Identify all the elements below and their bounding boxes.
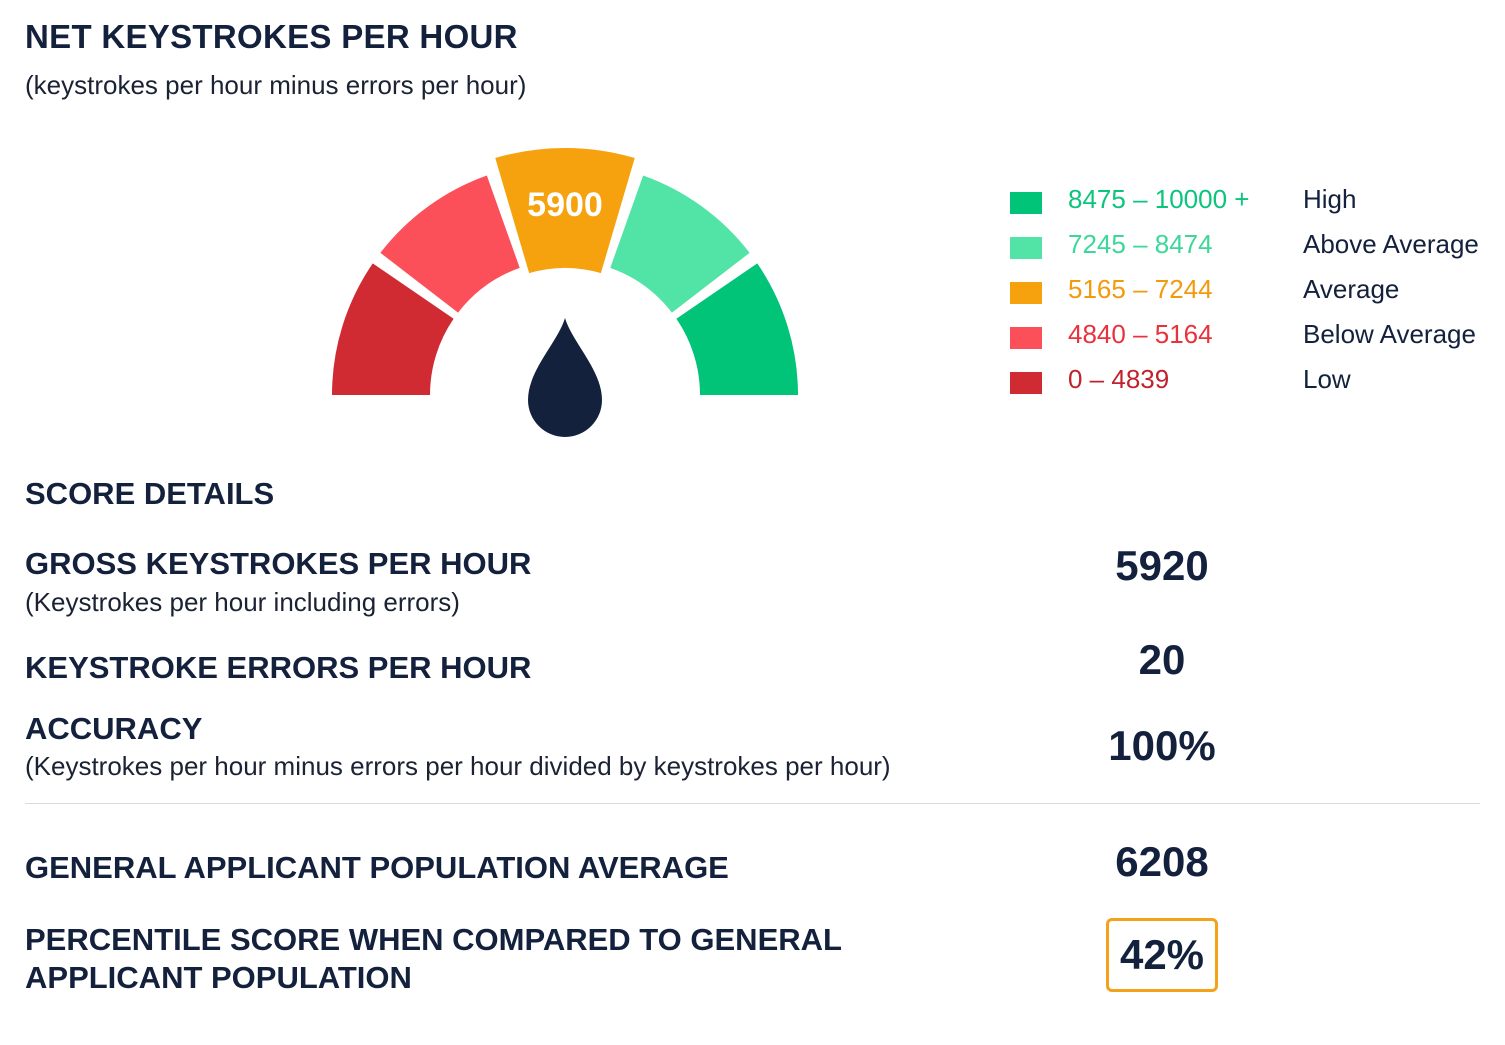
gross-keystrokes-value: 5920 xyxy=(1115,542,1209,589)
percentile-label-line2: APPLICANT POPULATION xyxy=(25,960,412,995)
legend-label: Low xyxy=(1303,364,1351,394)
gauge-needle-icon xyxy=(528,318,602,437)
gross-keystrokes-note: (Keystrokes per hour including errors) xyxy=(25,587,460,617)
page-subtitle: (keystrokes per hour minus errors per ho… xyxy=(25,70,527,100)
accuracy-label: ACCURACY xyxy=(25,711,203,746)
legend-swatch xyxy=(1010,192,1042,214)
legend-label: High xyxy=(1303,184,1357,214)
keystroke-errors-value: 20 xyxy=(1138,636,1186,683)
gross-keystrokes-label: GROSS KEYSTROKES PER HOUR xyxy=(25,546,532,581)
gauge-segment-above-average xyxy=(610,175,750,313)
keystroke-errors-label: KEYSTROKE ERRORS PER HOUR xyxy=(25,650,532,685)
percentile-label-line1: PERCENTILE SCORE WHEN COMPARED TO GENERA… xyxy=(25,922,842,957)
score-gauge: 5900 xyxy=(332,148,798,437)
legend-swatch xyxy=(1010,372,1042,394)
legend-range: 8475 – 10000 + xyxy=(1068,184,1250,214)
legend-range: 7245 – 8474 xyxy=(1068,229,1213,259)
gauge-segment-high xyxy=(676,263,798,395)
accuracy-note: (Keystrokes per hour minus errors per ho… xyxy=(25,751,891,781)
score-details-title: SCORE DETAILS xyxy=(25,476,275,511)
gauge-value-label: 5900 xyxy=(527,186,603,224)
legend-swatch xyxy=(1010,237,1042,259)
legend-swatch xyxy=(1010,327,1042,349)
gauge-segment-below-average xyxy=(380,175,520,313)
legend-label: Below Average xyxy=(1303,319,1476,349)
legend-label: Average xyxy=(1303,274,1400,304)
legend-swatch xyxy=(1010,282,1042,304)
section-divider xyxy=(25,803,1480,804)
legend-range: 5165 – 7244 xyxy=(1068,274,1213,304)
legend-range: 4840 – 5164 xyxy=(1068,319,1213,349)
gauge-segment-average xyxy=(495,148,635,274)
population-average-label: GENERAL APPLICANT POPULATION AVERAGE xyxy=(25,850,729,885)
population-average-value: 6208 xyxy=(1115,838,1209,885)
percentile-score-badge: 42% xyxy=(1106,918,1218,992)
gauge-segment-low xyxy=(332,263,454,395)
page-title: NET KEYSTROKES PER HOUR xyxy=(25,18,518,55)
legend-label: Above Average xyxy=(1303,229,1479,259)
legend-range: 0 – 4839 xyxy=(1068,364,1170,394)
accuracy-value: 100% xyxy=(1108,722,1216,769)
